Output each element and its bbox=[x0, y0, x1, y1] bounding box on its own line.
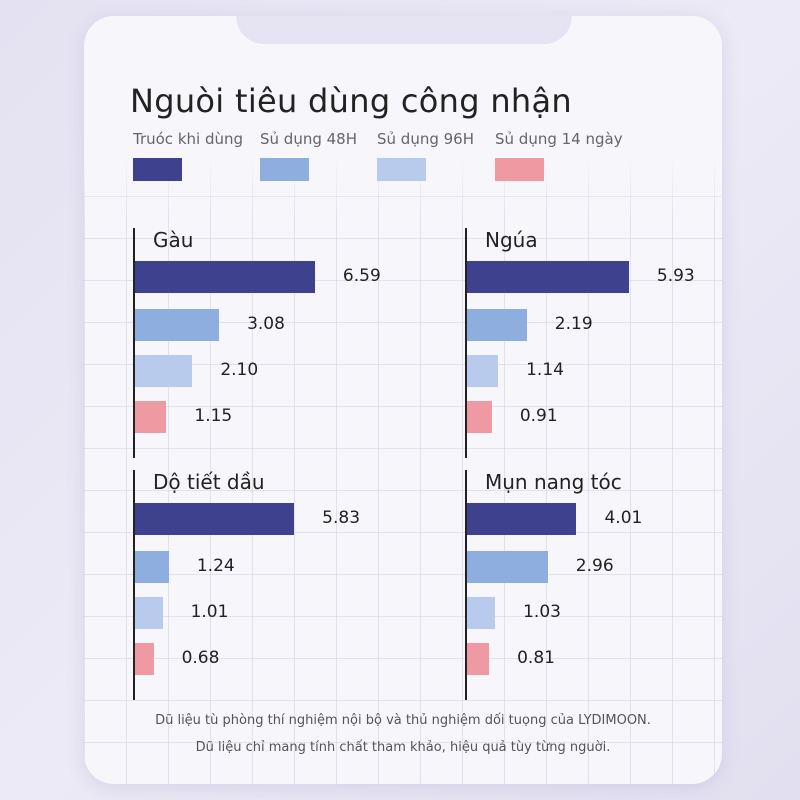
legend-swatch bbox=[495, 158, 544, 181]
bar bbox=[467, 401, 492, 433]
bar bbox=[467, 597, 496, 629]
bar-value-label: 1.03 bbox=[523, 602, 561, 622]
bar bbox=[467, 551, 548, 583]
bar bbox=[135, 503, 295, 535]
bar-value-label: 4.01 bbox=[604, 508, 643, 528]
bar-value-label: 1.01 bbox=[190, 602, 229, 622]
bar bbox=[467, 503, 577, 535]
panel-axis bbox=[133, 228, 135, 458]
chart-panel: Mụn nang tóc 4.01 2.96 1.03 0.81 bbox=[465, 470, 765, 700]
bar-value-label: 2.96 bbox=[575, 556, 614, 576]
panel-title: Dộ tiết dầu bbox=[153, 470, 265, 494]
legend-label: Sủ dụng 96H bbox=[377, 130, 474, 148]
chart-title: Nguòi tiêu dùng công nhận bbox=[130, 82, 572, 120]
bar-value-label: 6.59 bbox=[342, 266, 381, 286]
legend-item: Sủ dụng 96H bbox=[377, 130, 474, 181]
bar-value-label: 5.83 bbox=[322, 508, 361, 528]
legend-label: Sủ dụng 48H bbox=[260, 130, 357, 148]
panel-title: Mụn nang tóc bbox=[485, 470, 622, 494]
bar bbox=[135, 261, 315, 293]
legend-label: Truóc khi dùng bbox=[133, 130, 244, 148]
legend-item: Truóc khi dùng bbox=[133, 130, 243, 181]
bar-value-label: 2.19 bbox=[554, 314, 593, 334]
panel-title: Gàu bbox=[153, 228, 194, 252]
bar-value-label: 2.10 bbox=[220, 360, 259, 380]
chart-panel: Ngúa 5.93 2.19 1.14 0.91 bbox=[465, 228, 765, 458]
bar bbox=[467, 309, 527, 341]
bar bbox=[467, 643, 490, 675]
footnote-line-1: Dũ liệu tù phòng thí nghiệm nội bộ và th… bbox=[155, 713, 651, 728]
chart-panel: Gàu 6.59 3.08 2.10 1.15 bbox=[133, 228, 433, 458]
bar-value-label: 0.81 bbox=[517, 648, 555, 668]
bar-value-label: 0.91 bbox=[519, 406, 558, 426]
bar-value-label: 0.68 bbox=[181, 648, 220, 668]
legend-label: Sủ dụng 14 ngày bbox=[495, 130, 623, 148]
bar bbox=[135, 597, 163, 629]
panel-axis bbox=[465, 228, 467, 458]
bar-value-label: 5.93 bbox=[656, 266, 695, 286]
bar-value-label: 1.24 bbox=[196, 556, 235, 576]
chart-card bbox=[84, 16, 722, 784]
bar bbox=[135, 643, 154, 675]
legend-swatch bbox=[260, 158, 309, 181]
legend-swatch bbox=[133, 158, 182, 181]
panel-axis bbox=[465, 470, 467, 700]
legend-swatch bbox=[377, 158, 426, 181]
bar bbox=[135, 401, 167, 433]
legend-item: Sủ dụng 48H bbox=[260, 130, 357, 181]
panel-title: Ngúa bbox=[485, 228, 538, 252]
card-notch bbox=[236, 16, 572, 44]
chart-panel: Dộ tiết dầu 5.83 1.24 1.01 0.68 bbox=[133, 470, 433, 700]
footnote-line-2: Dũ liệu chỉ mang tính chất tham khảo, hi… bbox=[195, 740, 611, 755]
bar-value-label: 1.14 bbox=[526, 360, 564, 380]
legend-item: Sủ dụng 14 ngày bbox=[495, 130, 623, 181]
bar bbox=[467, 261, 629, 293]
panel-axis bbox=[133, 470, 135, 700]
bar bbox=[135, 551, 169, 583]
bar-value-label: 3.08 bbox=[247, 314, 285, 334]
bar-value-label: 1.15 bbox=[194, 406, 233, 426]
bar bbox=[467, 355, 499, 387]
bar bbox=[135, 355, 193, 387]
bar bbox=[135, 309, 220, 341]
